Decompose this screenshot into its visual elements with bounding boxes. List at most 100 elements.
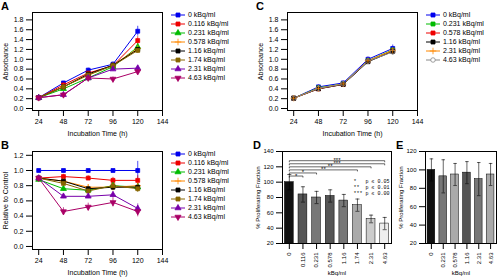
svg-text:0.2: 0.2	[14, 95, 24, 102]
html-text:2.31 kBq/ml: 2.31 kBq/ml	[188, 65, 225, 72]
svg-text:0.0: 0.0	[14, 105, 24, 112]
svg-text:0.4: 0.4	[14, 85, 24, 92]
svg-text:Incubation Time (h): Incubation Time (h)	[68, 130, 128, 138]
svg-text:0.8: 0.8	[14, 65, 24, 72]
svg-text:***: ***	[333, 157, 341, 163]
svg-text:0.231: 0.231	[440, 252, 446, 268]
html-text:0.116 kBq/ml: 0.116 kBq/ml	[188, 20, 229, 27]
svg-text:0: 0	[428, 252, 434, 256]
svg-text:*: *	[302, 169, 305, 175]
svg-text:60: 60	[410, 204, 417, 210]
svg-text:1.2: 1.2	[269, 46, 279, 53]
html-text:B: B	[1, 139, 9, 151]
svg-text:0.8: 0.8	[269, 65, 279, 72]
svg-text:48: 48	[315, 118, 323, 125]
svg-text:4.63: 4.63	[488, 252, 494, 264]
svg-text:4.63: 4.63	[382, 252, 388, 264]
svg-text:120: 120	[406, 148, 417, 154]
svg-text:48: 48	[60, 118, 68, 125]
svg-text:96: 96	[364, 118, 372, 125]
svg-text:0.6: 0.6	[269, 75, 279, 82]
svg-text:% Proliferating Fraction: % Proliferating Fraction	[255, 166, 261, 228]
svg-text:140: 140	[263, 148, 274, 154]
svg-text:Relative to Control: Relative to Control	[2, 171, 9, 229]
html-text:E: E	[396, 139, 404, 151]
svg-text:24: 24	[35, 118, 43, 125]
svg-text:**: **	[328, 163, 333, 169]
svg-text:1.0: 1.0	[269, 56, 279, 63]
svg-text:% Proliferating Fraction: % Proliferating Fraction	[398, 166, 404, 228]
svg-text:24: 24	[290, 118, 298, 125]
svg-text:100: 100	[406, 167, 417, 173]
svg-text:72: 72	[339, 118, 347, 125]
svg-text:120: 120	[132, 257, 144, 264]
html-text:1.74 kBq/ml: 1.74 kBq/ml	[188, 56, 225, 63]
html-text:1.16 kBq/ml: 1.16 kBq/ml	[188, 47, 225, 54]
svg-text:100: 100	[263, 179, 274, 185]
html-text:C: C	[256, 0, 264, 12]
svg-text:1.8: 1.8	[269, 16, 279, 23]
svg-text:144: 144	[412, 118, 424, 125]
svg-text:1.4: 1.4	[14, 36, 24, 43]
svg-text:80: 80	[410, 185, 417, 191]
svg-text:1.0: 1.0	[14, 167, 24, 174]
svg-text:0.2: 0.2	[14, 228, 24, 235]
svg-text:Incubation Time (h): Incubation Time (h)	[68, 269, 128, 277]
html-text:0.231 kBq/ml: 0.231 kBq/ml	[188, 29, 229, 36]
svg-text:60: 60	[267, 210, 274, 216]
svg-text:1.16: 1.16	[341, 252, 347, 264]
svg-text:0.4: 0.4	[269, 85, 279, 92]
svg-text:40: 40	[267, 225, 274, 231]
html-text:D: D	[253, 139, 261, 151]
svg-text:0.0: 0.0	[14, 243, 24, 250]
svg-text:0.6: 0.6	[14, 75, 24, 82]
svg-text:kBq/ml: kBq/ml	[328, 270, 346, 276]
svg-text:0: 0	[286, 252, 292, 256]
svg-text:0.116: 0.116	[300, 252, 306, 267]
svg-text:0.4: 0.4	[14, 212, 24, 219]
svg-text:1.6: 1.6	[14, 26, 24, 33]
svg-text:24: 24	[35, 257, 43, 264]
svg-text:72: 72	[84, 257, 92, 264]
svg-text:*** p ≤ 0.00: *** p ≤ 0.00	[353, 191, 389, 197]
svg-text:0.578: 0.578	[327, 252, 333, 268]
svg-text:Absorbance: Absorbance	[257, 43, 264, 80]
svg-text:0.6: 0.6	[14, 197, 24, 204]
svg-text:**: **	[321, 166, 326, 172]
svg-text:Absorbance: Absorbance	[2, 43, 9, 80]
svg-text:0.578: 0.578	[452, 252, 458, 268]
svg-text:80: 80	[267, 194, 274, 200]
svg-text:Incubation Time (h): Incubation Time (h)	[323, 130, 383, 138]
svg-text:1.2: 1.2	[14, 152, 24, 159]
html-text:0.578 kBq/ml: 0.578 kBq/ml	[188, 38, 229, 45]
svg-text:120: 120	[387, 118, 399, 125]
svg-text:0.0: 0.0	[269, 105, 279, 112]
svg-text:40: 40	[410, 222, 417, 228]
svg-text:1.8: 1.8	[14, 16, 24, 23]
svg-text:120: 120	[263, 164, 274, 170]
svg-text:20: 20	[410, 240, 417, 246]
svg-text:2.31: 2.31	[476, 252, 482, 264]
svg-text:48: 48	[60, 257, 68, 264]
svg-text:2.31: 2.31	[368, 252, 374, 264]
svg-text:120: 120	[132, 118, 144, 125]
svg-text:1.2: 1.2	[14, 46, 24, 53]
svg-text:96: 96	[109, 118, 117, 125]
svg-text:72: 72	[84, 118, 92, 125]
svg-text:0.2: 0.2	[269, 95, 279, 102]
svg-text:1.4: 1.4	[269, 36, 279, 43]
svg-text:20: 20	[267, 240, 274, 246]
html-text:A: A	[1, 0, 9, 12]
svg-text:96: 96	[109, 257, 117, 264]
svg-text:0.231: 0.231	[313, 252, 319, 268]
svg-text:144: 144	[157, 118, 169, 125]
html-text:0 kBq/ml: 0 kBq/ml	[188, 11, 216, 18]
svg-text:1.0: 1.0	[14, 56, 24, 63]
svg-text:1.6: 1.6	[269, 26, 279, 33]
svg-text:144: 144	[157, 257, 169, 264]
svg-text:kBq/ml: kBq/ml	[452, 270, 470, 276]
svg-text:0.8: 0.8	[14, 182, 24, 189]
svg-text:*: *	[295, 173, 298, 179]
svg-text:1.74: 1.74	[354, 252, 360, 264]
svg-text:1.16: 1.16	[464, 252, 470, 264]
